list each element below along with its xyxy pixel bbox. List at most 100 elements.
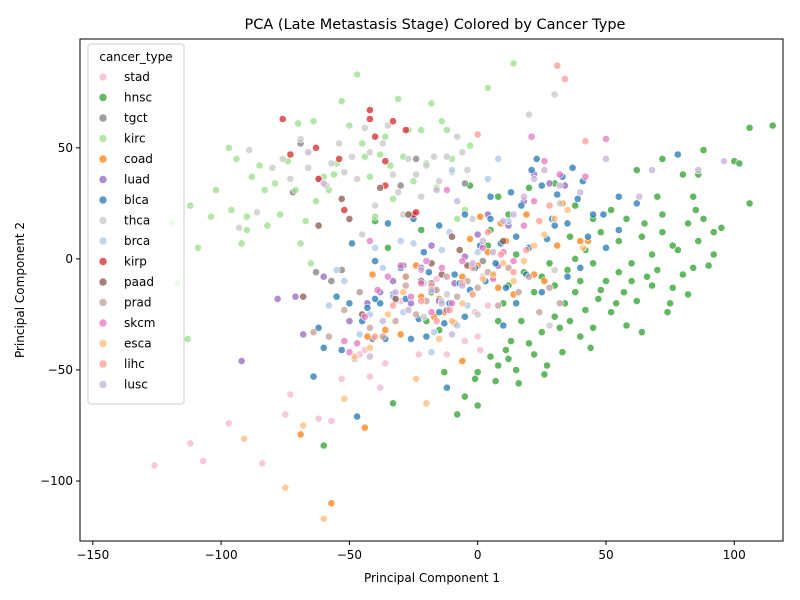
point-stad xyxy=(258,459,267,468)
point-paad xyxy=(376,183,385,192)
point-skcm xyxy=(437,263,446,272)
point-blca xyxy=(614,192,623,201)
point-hnsc xyxy=(473,368,482,377)
point-hnsc xyxy=(684,219,692,228)
point-brca xyxy=(437,246,446,254)
point-thca xyxy=(419,312,428,321)
point-hnsc xyxy=(594,294,603,303)
series-tgct xyxy=(289,139,487,343)
legend-label-stad: stad xyxy=(124,70,150,84)
point-coad xyxy=(368,270,377,279)
point-thca xyxy=(304,163,313,172)
point-blca xyxy=(501,283,510,292)
point-hnsc xyxy=(614,237,623,245)
legend-label-blca: blca xyxy=(124,193,149,207)
point-lusc xyxy=(304,148,313,157)
point-blca xyxy=(673,150,682,159)
point-prad xyxy=(378,332,387,341)
point-kirc xyxy=(271,179,279,188)
point-thca xyxy=(378,139,387,148)
point-lusc xyxy=(365,352,374,361)
point-blca xyxy=(353,412,361,421)
point-paad xyxy=(499,237,508,245)
point-skcm xyxy=(360,312,369,321)
point-lihc xyxy=(581,137,590,146)
point-brca xyxy=(355,330,364,339)
point-hnsc xyxy=(668,241,677,250)
legend-marker-skcm xyxy=(98,318,108,328)
point-prad xyxy=(514,288,523,297)
point-thca xyxy=(525,110,533,119)
point-brca xyxy=(409,239,418,248)
point-lihc xyxy=(561,75,569,83)
point-esca xyxy=(550,214,559,223)
y-tick-label: −50 xyxy=(48,363,73,377)
point-lusc xyxy=(648,166,656,174)
x-tick-label: 0 xyxy=(474,548,482,562)
point-esca xyxy=(509,277,518,285)
point-hnsc xyxy=(319,441,328,450)
point-hnsc xyxy=(648,250,656,259)
point-blca xyxy=(442,383,451,392)
point-thca xyxy=(442,290,451,299)
point-hnsc xyxy=(512,250,521,259)
point-skcm xyxy=(340,337,349,345)
point-brca xyxy=(427,348,436,357)
point-prad xyxy=(453,292,462,301)
point-lihc xyxy=(496,250,505,259)
point-hnsc xyxy=(643,272,651,281)
point-thca xyxy=(422,161,431,170)
point-kirc xyxy=(276,210,284,219)
point-blca xyxy=(602,243,610,252)
point-stad xyxy=(483,301,492,310)
point-thca xyxy=(468,214,477,223)
point-hnsc xyxy=(571,201,580,210)
point-thca xyxy=(365,148,374,157)
point-esca xyxy=(563,206,572,214)
point-lusc xyxy=(391,288,400,297)
point-paad xyxy=(345,214,354,223)
point-hnsc xyxy=(673,246,682,254)
point-kirc xyxy=(260,186,269,194)
point-brca xyxy=(453,321,462,330)
point-brca xyxy=(371,243,379,252)
point-lusc xyxy=(378,317,387,325)
point-esca xyxy=(399,288,408,297)
point-stad xyxy=(199,457,208,465)
point-kirp xyxy=(389,117,397,126)
point-skcm xyxy=(427,308,436,317)
point-kirp xyxy=(314,174,323,183)
legend-marker-blca xyxy=(98,195,108,205)
point-kirc xyxy=(263,221,272,230)
point-esca xyxy=(412,374,420,383)
point-esca xyxy=(530,241,538,250)
point-thca xyxy=(296,135,305,143)
point-hnsc xyxy=(440,368,449,377)
x-tick-label: −50 xyxy=(337,548,362,562)
point-skcm xyxy=(520,221,528,230)
point-hnsc xyxy=(563,266,572,274)
point-hnsc xyxy=(494,192,503,201)
legend-label-tgct: tgct xyxy=(124,111,148,125)
point-brca xyxy=(483,174,492,183)
point-kirc xyxy=(255,161,264,170)
point-kirp xyxy=(401,126,410,135)
point-hnsc xyxy=(589,323,597,332)
point-hnsc xyxy=(460,392,469,401)
point-hnsc xyxy=(684,290,692,299)
point-hnsc xyxy=(537,328,546,337)
point-hnsc xyxy=(530,350,538,359)
point-lusc xyxy=(499,217,508,225)
point-hnsc xyxy=(735,159,744,168)
x-axis-title: Principal Component 1 xyxy=(364,571,500,585)
point-esca xyxy=(383,310,392,319)
point-hnsc xyxy=(622,321,631,330)
point-brca xyxy=(473,248,482,257)
point-stad xyxy=(281,410,290,419)
point-kirc xyxy=(345,121,354,130)
point-skcm xyxy=(365,237,374,245)
point-thca xyxy=(358,230,367,239)
point-stad xyxy=(381,359,390,368)
point-lusc xyxy=(555,181,564,190)
point-stad xyxy=(414,350,423,359)
